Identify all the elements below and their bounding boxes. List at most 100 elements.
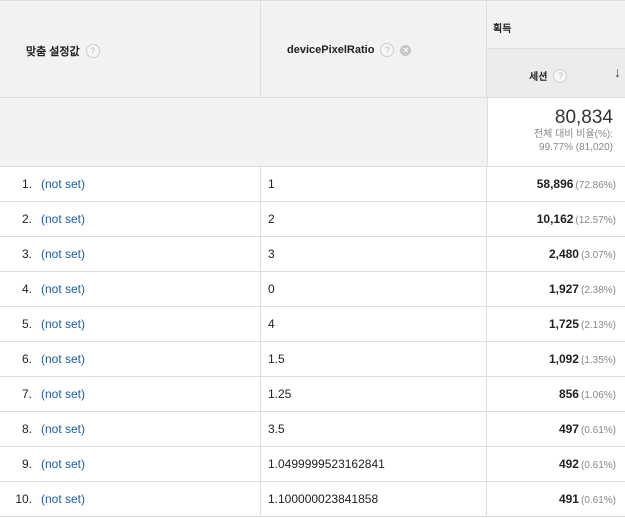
dimension-value-link[interactable]: (not set) [41,177,86,191]
sessions-value: 1,092 [548,352,579,366]
header-device-pixel-ratio[interactable]: devicePixelRatio ? × [261,1,487,97]
ratio-cell: 0 [261,272,487,306]
sessions-value: 2,480 [548,247,579,261]
table-row: 6. (not set) 1.5 1,092 (1.35%) [0,342,625,377]
dimension-value-link[interactable]: (not set) [41,212,86,226]
header-custom-dimension-label-wrap: 맞춤 설정값 ? [26,43,100,59]
header-metric-group: 획득 세션 ? ↓ [487,1,625,97]
sessions-percent: (0.61%) [580,460,616,471]
sessions-value: 58,896 [536,177,574,191]
sessions-percent: (0.61%) [580,425,616,436]
dimension-cell: 6. (not set) [0,342,261,376]
ratio-value: 1.100000023841858 [268,492,379,506]
header-sessions-label-wrap: 세션 ? [529,68,568,83]
header-acquisition-label: 획득 [493,24,512,35]
sort-descending-icon[interactable]: ↓ [614,64,621,80]
row-index: 5. [21,317,32,331]
totals-value: 80,834 [554,107,613,128]
sessions-value: 492 [558,457,579,471]
header-device-pixel-ratio-label: devicePixelRatio [287,44,375,56]
ratio-cell: 1 [261,167,487,201]
sessions-cell: 1,092 (1.35%) [487,342,625,376]
ratio-value: 4 [268,317,275,331]
dimension-cell: 8. (not set) [0,412,261,446]
dimension-value-link[interactable]: (not set) [41,317,86,331]
header-sessions-label: 세션 [529,72,548,83]
ratio-value: 3 [268,247,275,261]
table-row: 2. (not set) 2 10,162 (12.57%) [0,202,625,237]
totals-sessions: 80,834 전체 대비 비율(%): 99.77% (81,020) [487,98,625,166]
dimension-value-link[interactable]: (not set) [41,387,86,401]
sessions-percent: (1.35%) [580,355,616,366]
dimension-value-link[interactable]: (not set) [41,457,86,471]
ratio-cell: 4 [261,307,487,341]
dimension-cell: 4. (not set) [0,272,261,306]
help-icon[interactable]: ? [553,68,568,83]
sessions-percent: (0.61%) [580,495,616,506]
header-custom-dimension[interactable]: 맞춤 설정값 ? [0,1,261,97]
sessions-cell: 1,725 (2.13%) [487,307,625,341]
dimension-value-link[interactable]: (not set) [41,282,86,296]
ratio-cell: 3.5 [261,412,487,446]
header-device-pixel-ratio-label-wrap: devicePixelRatio ? × [287,43,412,57]
ratio-cell: 1.25 [261,377,487,411]
table-row: 8. (not set) 3.5 497 (0.61%) [0,412,625,447]
dimension-cell: 2. (not set) [0,202,261,236]
row-index: 1. [21,177,32,191]
header-sessions[interactable]: 세션 ? ↓ [487,48,625,97]
dimension-value-link[interactable]: (not set) [41,492,86,506]
sessions-value: 10,162 [536,212,574,226]
dimension-value-link[interactable]: (not set) [41,422,86,436]
sessions-cell: 491 (0.61%) [487,482,625,516]
totals-percent-value: 99.77% (81,020) [539,142,613,153]
table-row: 10. (not set) 1.100000023841858 491 (0.61%) [0,482,625,517]
table-row: 5. (not set) 4 1,725 (2.13%) [0,307,625,342]
table-row: 4. (not set) 0 1,927 (2.38%) [0,272,625,307]
sessions-percent: (2.38%) [580,285,616,296]
row-index: 6. [21,352,32,366]
sessions-value: 1,927 [548,282,579,296]
row-index: 3. [21,247,32,261]
dimension-value-link[interactable]: (not set) [41,352,86,366]
sessions-cell: 1,927 (2.38%) [487,272,625,306]
sessions-percent: (1.06%) [580,390,616,401]
table-row: 1. (not set) 1 58,896 (72.86%) [0,167,625,202]
header-custom-dimension-label: 맞춤 설정값 [26,46,80,58]
ratio-value: 1 [268,177,275,191]
ratio-cell: 1.0499999523162841 [261,447,487,481]
row-index: 2. [21,212,32,226]
sessions-value: 1,725 [548,317,579,331]
totals-percent-label: 전체 대비 비율(%): [533,129,613,140]
ratio-value: 1.5 [268,352,285,366]
sessions-value: 497 [558,422,579,436]
sessions-value: 491 [558,492,579,506]
sessions-value: 856 [558,387,579,401]
sessions-cell: 492 (0.61%) [487,447,625,481]
row-index: 7. [21,387,32,401]
dimension-cell: 10. (not set) [0,482,261,516]
row-index: 4. [21,282,32,296]
help-icon[interactable]: ? [380,43,395,57]
row-index: 10. [15,492,32,506]
ratio-value: 2 [268,212,275,226]
dimension-cell: 9. (not set) [0,447,261,481]
sessions-cell: 2,480 (3.07%) [487,237,625,271]
dimension-value-link[interactable]: (not set) [41,247,86,261]
table-row: 3. (not set) 3 2,480 (3.07%) [0,237,625,272]
table-row: 9. (not set) 1.0499999523162841 492 (0.61%) [0,447,625,482]
remove-dimension-icon[interactable]: × [400,44,412,56]
row-index: 8. [21,422,32,436]
sessions-percent: (12.57%) [575,215,616,226]
ratio-cell: 3 [261,237,487,271]
dimension-cell: 3. (not set) [0,237,261,271]
help-icon[interactable]: ? [85,44,100,58]
sessions-cell: 10,162 (12.57%) [487,202,625,236]
sessions-cell: 497 (0.61%) [487,412,625,446]
dimension-cell: 5. (not set) [0,307,261,341]
ratio-cell: 2 [261,202,487,236]
ratio-value: 3.5 [268,422,285,436]
ratio-cell: 1.100000023841858 [261,482,487,516]
dimension-cell: 7. (not set) [0,377,261,411]
ratio-cell: 1.5 [261,342,487,376]
